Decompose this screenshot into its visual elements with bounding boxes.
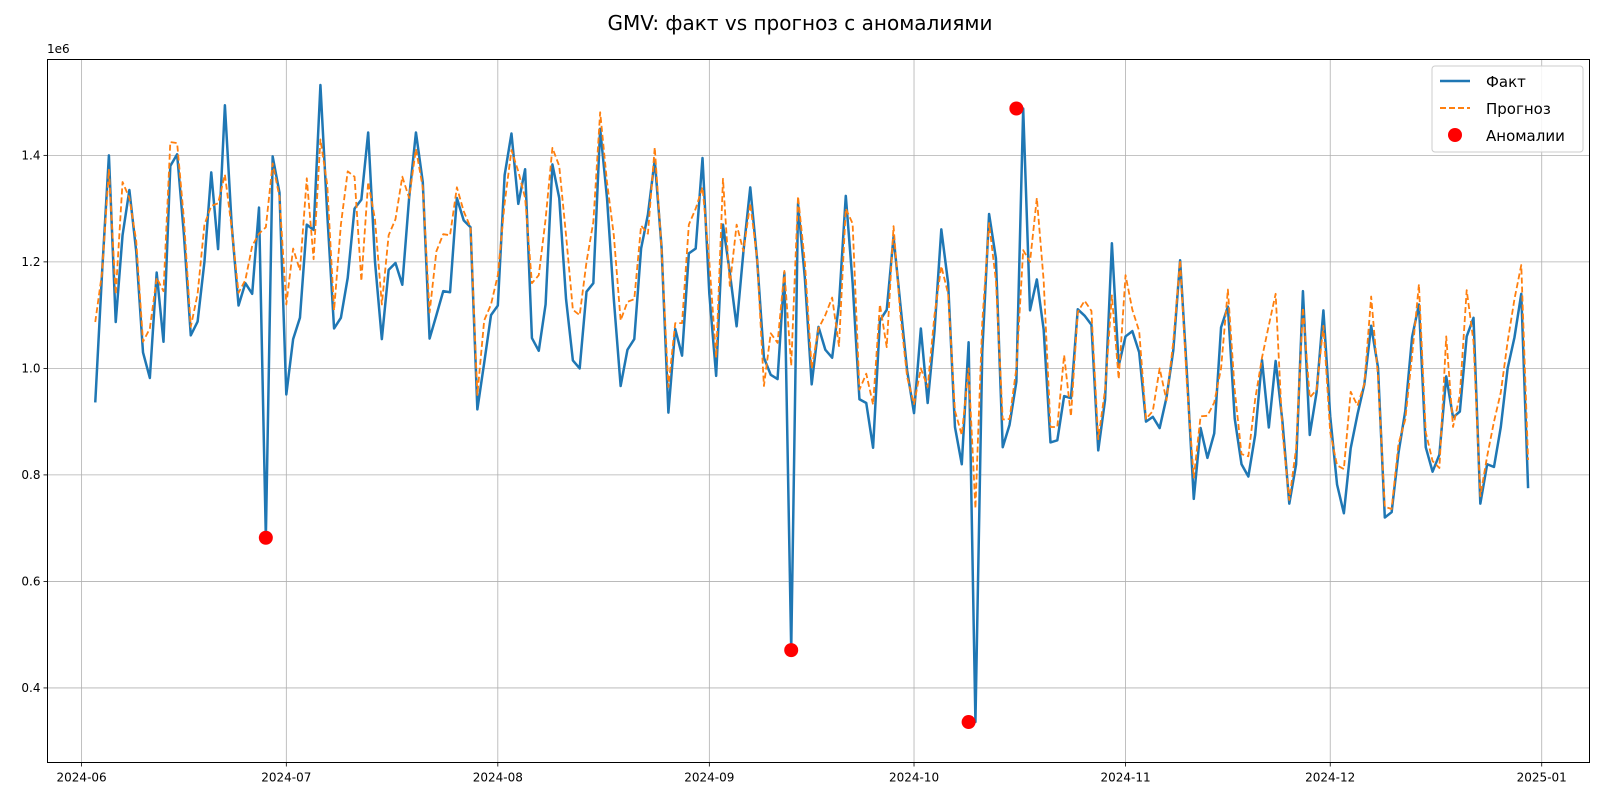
x-tick-label: 2024-06 — [57, 771, 107, 785]
legend-label-fact: Факт — [1486, 73, 1526, 91]
chart-title: GMV: факт vs прогноз с аномалиями — [608, 11, 993, 35]
x-tick-label: 2025-01 — [1517, 771, 1567, 785]
y-tick-label: 0.6 — [21, 574, 40, 588]
legend-box — [1431, 65, 1584, 153]
legend-label-anomaly: Аномалии — [1486, 127, 1565, 145]
y-multiplier-label: 1e6 — [47, 42, 70, 56]
series-line-fact — [94, 83, 1530, 724]
x-tick-label: 2024-08 — [473, 771, 523, 785]
legend: Факт Прогноз Аномалии — [1431, 65, 1584, 153]
y-tick-label: 1.0 — [21, 361, 40, 375]
y-axis: 0.4 0.6 0.8 1.0 1.2 1.4 — [21, 148, 48, 695]
legend-swatch-anomaly — [1448, 128, 1462, 142]
x-tick-label: 2024-09 — [684, 771, 734, 785]
y-tick-label: 0.8 — [21, 468, 40, 482]
anomaly-point — [258, 530, 273, 545]
anomaly-point — [1009, 101, 1024, 116]
series-line-forecast — [94, 111, 1529, 510]
x-axis: 2024-06 2024-07 2024-08 2024-09 2024-10 2024-… — [57, 762, 1567, 785]
plot-frame — [47, 59, 1590, 763]
x-tick-label: 2024-10 — [889, 771, 939, 785]
anomaly-layer — [258, 101, 1024, 730]
anomaly-point — [784, 643, 799, 658]
grid-layer — [47, 59, 1590, 763]
anomaly-point — [961, 715, 976, 730]
y-tick-label: 1.2 — [21, 255, 40, 269]
x-tick-label: 2024-07 — [261, 771, 311, 785]
x-tick-label: 2024-12 — [1305, 771, 1355, 785]
y-tick-label: 0.4 — [21, 681, 40, 695]
x-tick-label: 2024-11 — [1100, 771, 1150, 785]
legend-label-forecast: Прогноз — [1486, 100, 1551, 118]
y-tick-label: 1.4 — [21, 148, 40, 162]
series-layer — [94, 83, 1530, 724]
